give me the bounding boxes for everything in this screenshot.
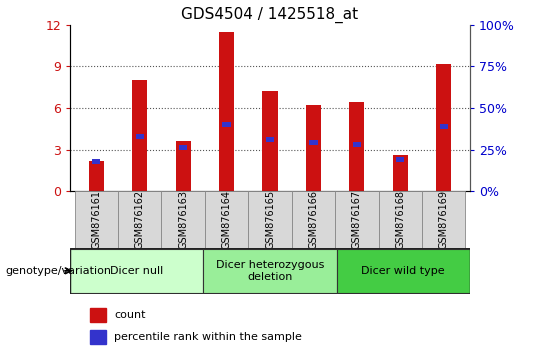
Bar [205,191,248,248]
Bar [92,159,100,164]
Text: Dicer heterozygous
deletion: Dicer heterozygous deletion [216,260,324,282]
Bar [90,330,106,343]
Text: GSM876161: GSM876161 [91,190,102,249]
Text: count: count [114,310,146,320]
Text: Dicer null: Dicer null [110,266,164,276]
Text: GSM876168: GSM876168 [395,190,406,249]
Text: GSM876163: GSM876163 [178,190,188,249]
Bar [89,161,104,191]
Bar [90,308,106,322]
Bar [161,191,205,248]
Bar [222,122,231,127]
Bar [219,32,234,191]
Bar [136,134,144,139]
Text: GSM876162: GSM876162 [134,190,145,249]
Bar [436,64,451,191]
Bar [379,191,422,248]
Bar [118,191,161,248]
Bar [393,155,408,191]
Title: GDS4504 / 1425518_at: GDS4504 / 1425518_at [181,7,359,23]
Bar [336,249,470,293]
Text: percentile rank within the sample: percentile rank within the sample [114,332,302,342]
Bar [248,191,292,248]
Text: genotype/variation: genotype/variation [5,266,111,276]
Bar [309,141,318,145]
Text: GSM876169: GSM876169 [438,190,449,249]
Text: GSM876164: GSM876164 [221,190,232,249]
Bar [262,91,278,191]
Bar [179,145,187,150]
Bar [266,137,274,142]
Text: Dicer wild type: Dicer wild type [361,266,445,276]
Bar [75,191,118,248]
Text: GSM876167: GSM876167 [352,190,362,249]
Bar [132,80,147,191]
Text: GSM876165: GSM876165 [265,190,275,249]
Bar [292,191,335,248]
Bar [396,157,404,162]
Bar [204,249,336,293]
Bar [440,124,448,129]
Text: GSM876166: GSM876166 [308,190,319,249]
Bar [422,191,465,248]
Bar [306,105,321,191]
Bar [349,102,364,191]
Bar [353,142,361,147]
Bar [176,141,191,191]
Bar [335,191,379,248]
Bar [70,249,204,293]
